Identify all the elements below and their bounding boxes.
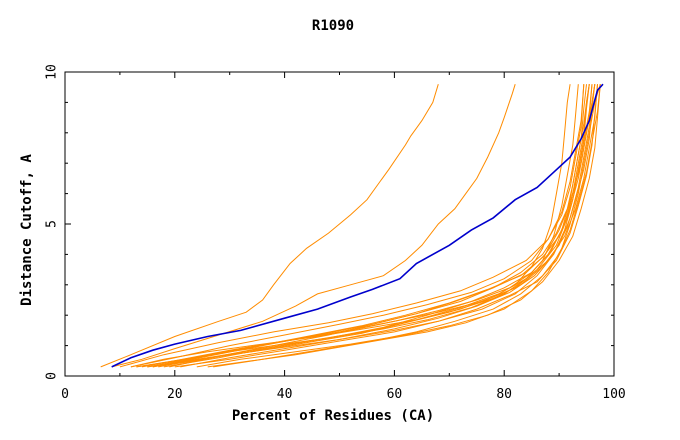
series-line-17 xyxy=(169,84,590,368)
x-axis-label: Percent of Residues (CA) xyxy=(232,408,434,424)
series-line-14 xyxy=(130,84,585,368)
x-tick-label: 80 xyxy=(496,387,512,402)
ticks-layer: 0 20 40 60 80 100 0 5 10 xyxy=(45,64,626,402)
highlighted-series-line xyxy=(111,83,604,368)
x-tick-label: 40 xyxy=(277,387,293,402)
x-tick-label: 100 xyxy=(602,387,625,402)
curves-layer xyxy=(100,83,604,368)
series-line-13 xyxy=(174,84,598,368)
x-tick-label: 0 xyxy=(61,387,69,402)
series-line-20 xyxy=(213,84,601,368)
chart-title: R1090 xyxy=(312,18,354,34)
y-tick-label: 0 xyxy=(45,372,60,380)
x-tick-label: 60 xyxy=(387,387,403,402)
series-line-15 xyxy=(196,84,601,368)
y-tick-label: 10 xyxy=(45,64,60,80)
series-line-16 xyxy=(152,84,593,368)
y-tick-label: 5 xyxy=(45,220,60,228)
x-tick-label: 20 xyxy=(167,387,183,402)
series-line-19 xyxy=(119,84,585,368)
series-line-1 xyxy=(100,84,439,368)
y-axis-label: Distance Cutoff, A xyxy=(19,154,35,306)
series-line-18 xyxy=(180,84,596,368)
series-line-4 xyxy=(141,84,579,368)
